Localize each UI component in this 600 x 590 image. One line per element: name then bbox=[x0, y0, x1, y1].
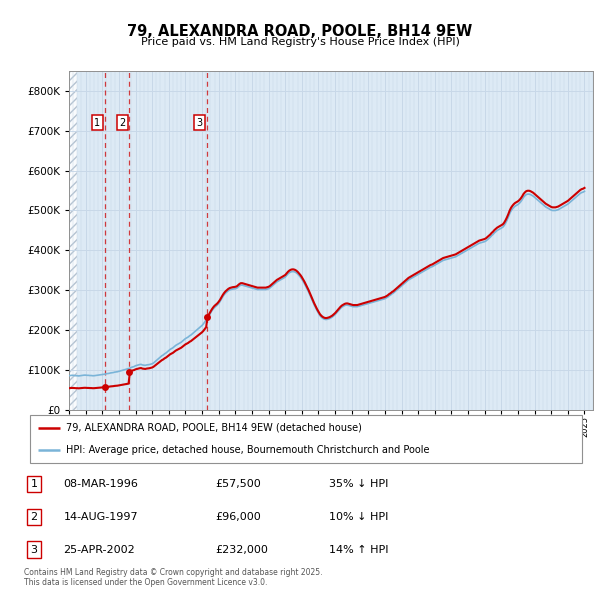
Text: 25-APR-2002: 25-APR-2002 bbox=[64, 545, 135, 555]
Text: 3: 3 bbox=[31, 545, 38, 555]
Text: 3: 3 bbox=[196, 117, 203, 127]
Text: £57,500: £57,500 bbox=[216, 479, 262, 489]
Text: 1: 1 bbox=[94, 117, 100, 127]
Text: 14-AUG-1997: 14-AUG-1997 bbox=[64, 512, 138, 522]
Text: 14% ↑ HPI: 14% ↑ HPI bbox=[329, 545, 388, 555]
Text: Price paid vs. HM Land Registry's House Price Index (HPI): Price paid vs. HM Land Registry's House … bbox=[140, 37, 460, 47]
FancyBboxPatch shape bbox=[30, 415, 582, 463]
Text: £96,000: £96,000 bbox=[216, 512, 262, 522]
Text: 2: 2 bbox=[119, 117, 125, 127]
Text: 2: 2 bbox=[31, 512, 38, 522]
Text: 79, ALEXANDRA ROAD, POOLE, BH14 9EW (detached house): 79, ALEXANDRA ROAD, POOLE, BH14 9EW (det… bbox=[66, 423, 362, 433]
Text: 35% ↓ HPI: 35% ↓ HPI bbox=[329, 479, 388, 489]
Text: 79, ALEXANDRA ROAD, POOLE, BH14 9EW: 79, ALEXANDRA ROAD, POOLE, BH14 9EW bbox=[127, 24, 473, 38]
Text: HPI: Average price, detached house, Bournemouth Christchurch and Poole: HPI: Average price, detached house, Bour… bbox=[66, 445, 430, 455]
Text: 10% ↓ HPI: 10% ↓ HPI bbox=[329, 512, 388, 522]
Text: 08-MAR-1996: 08-MAR-1996 bbox=[64, 479, 139, 489]
Text: Contains HM Land Registry data © Crown copyright and database right 2025.
This d: Contains HM Land Registry data © Crown c… bbox=[24, 568, 323, 587]
Text: 1: 1 bbox=[31, 479, 38, 489]
Text: £232,000: £232,000 bbox=[216, 545, 269, 555]
